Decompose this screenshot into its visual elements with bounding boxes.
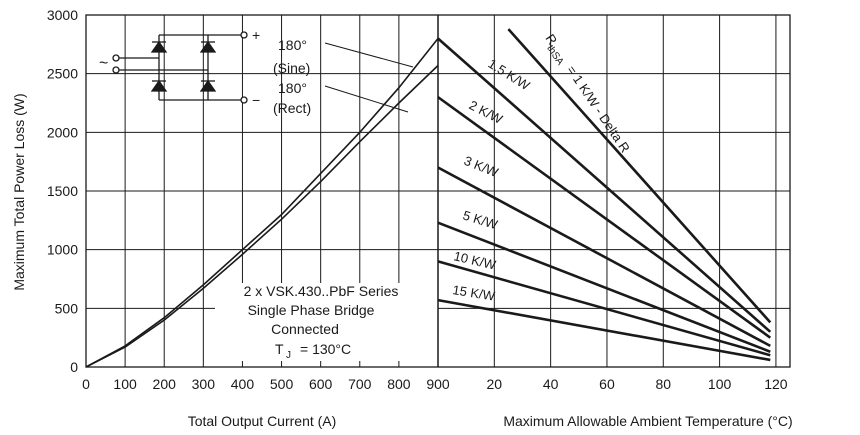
bridge-rectifier-schematic: [112, 31, 248, 104]
rth-line-3: [437, 166, 771, 348]
x-tick-label-right: 100: [708, 376, 732, 392]
x-tick-label-left: 900: [426, 376, 450, 392]
sine-curve: [85, 38, 439, 368]
x-tick-label-left: 800: [387, 376, 411, 392]
minus-terminal-label: −: [252, 92, 260, 108]
x-tick-label-right: 40: [543, 376, 559, 392]
x-axis-title-right: Maximum Allowable Ambient Temperature (°…: [503, 413, 792, 429]
x-axis-title-left: Total Output Current (A): [188, 413, 337, 429]
x-tick-label-right: 80: [655, 376, 671, 392]
ac-symbol: ~: [99, 55, 108, 72]
x-tick-label-left: 0: [82, 376, 90, 392]
x-tick-label-left: 300: [192, 376, 216, 392]
y-tick-label: 2500: [47, 66, 78, 82]
label-3-kw: 3 K/W: [462, 153, 501, 180]
sine-type-label: (Sine): [273, 60, 310, 76]
x-tick-label-left: 600: [309, 376, 333, 392]
y-tick-label: 0: [70, 359, 78, 375]
y-tick-label: 2000: [47, 124, 78, 140]
device-info-box: [215, 283, 438, 361]
x-tick-label-left: 100: [113, 376, 137, 392]
device-config-label: Single Phase Bridge: [248, 302, 375, 318]
x-tick-label-left: 700: [348, 376, 372, 392]
label-15-kw: 15 K/W: [452, 282, 497, 304]
sine-leader-line: [324, 42, 414, 68]
rth-line-4: [437, 221, 771, 353]
curve-layer: [85, 28, 772, 368]
sine-angle-label: 180°: [278, 37, 307, 53]
tick-layer: 0 500 1000 1500 2000 2500 3000 0 100 200 300 400 500…: [47, 7, 788, 392]
x-tick-label-left: 200: [153, 376, 177, 392]
rth-line-0: [507, 28, 772, 324]
y-tick-label: 3000: [47, 7, 78, 23]
rth-line-2: [437, 96, 772, 339]
device-series-label: 2 x VSK.430..PbF Series: [244, 283, 399, 299]
rth-value: = 1 K/W - Delta R: [564, 63, 633, 156]
rect-angle-label: 180°: [278, 80, 307, 96]
x-tick-label-right: 120: [764, 376, 788, 392]
tj-value: = 130°C: [300, 341, 351, 357]
plus-terminal-label: +: [252, 27, 260, 43]
rth-subscript: thSA: [544, 43, 565, 67]
rth-line-6: [437, 298, 771, 362]
rect-type-label: (Rect): [273, 100, 311, 116]
x-tick-label-right: 20: [487, 376, 503, 392]
tj-symbol: T: [275, 341, 284, 357]
y-axis-title: Maximum Total Power Loss (W): [11, 93, 27, 290]
x-tick-label-left: 500: [270, 376, 294, 392]
y-tick-label: 1000: [47, 242, 78, 258]
y-tick-label: 1500: [47, 183, 78, 199]
label-10-kw: 10 K/W: [452, 248, 498, 272]
rth-line-1: [437, 37, 772, 333]
rect-curve: [85, 64, 439, 368]
tj-subscript: J: [286, 350, 291, 361]
device-connection-label: Connected: [271, 321, 339, 337]
rect-leader-line: [324, 85, 409, 113]
x-tick-label-left: 400: [231, 376, 255, 392]
rth-line-5: [437, 260, 771, 357]
x-tick-label-right: 60: [599, 376, 615, 392]
y-tick-label: 500: [55, 300, 79, 316]
